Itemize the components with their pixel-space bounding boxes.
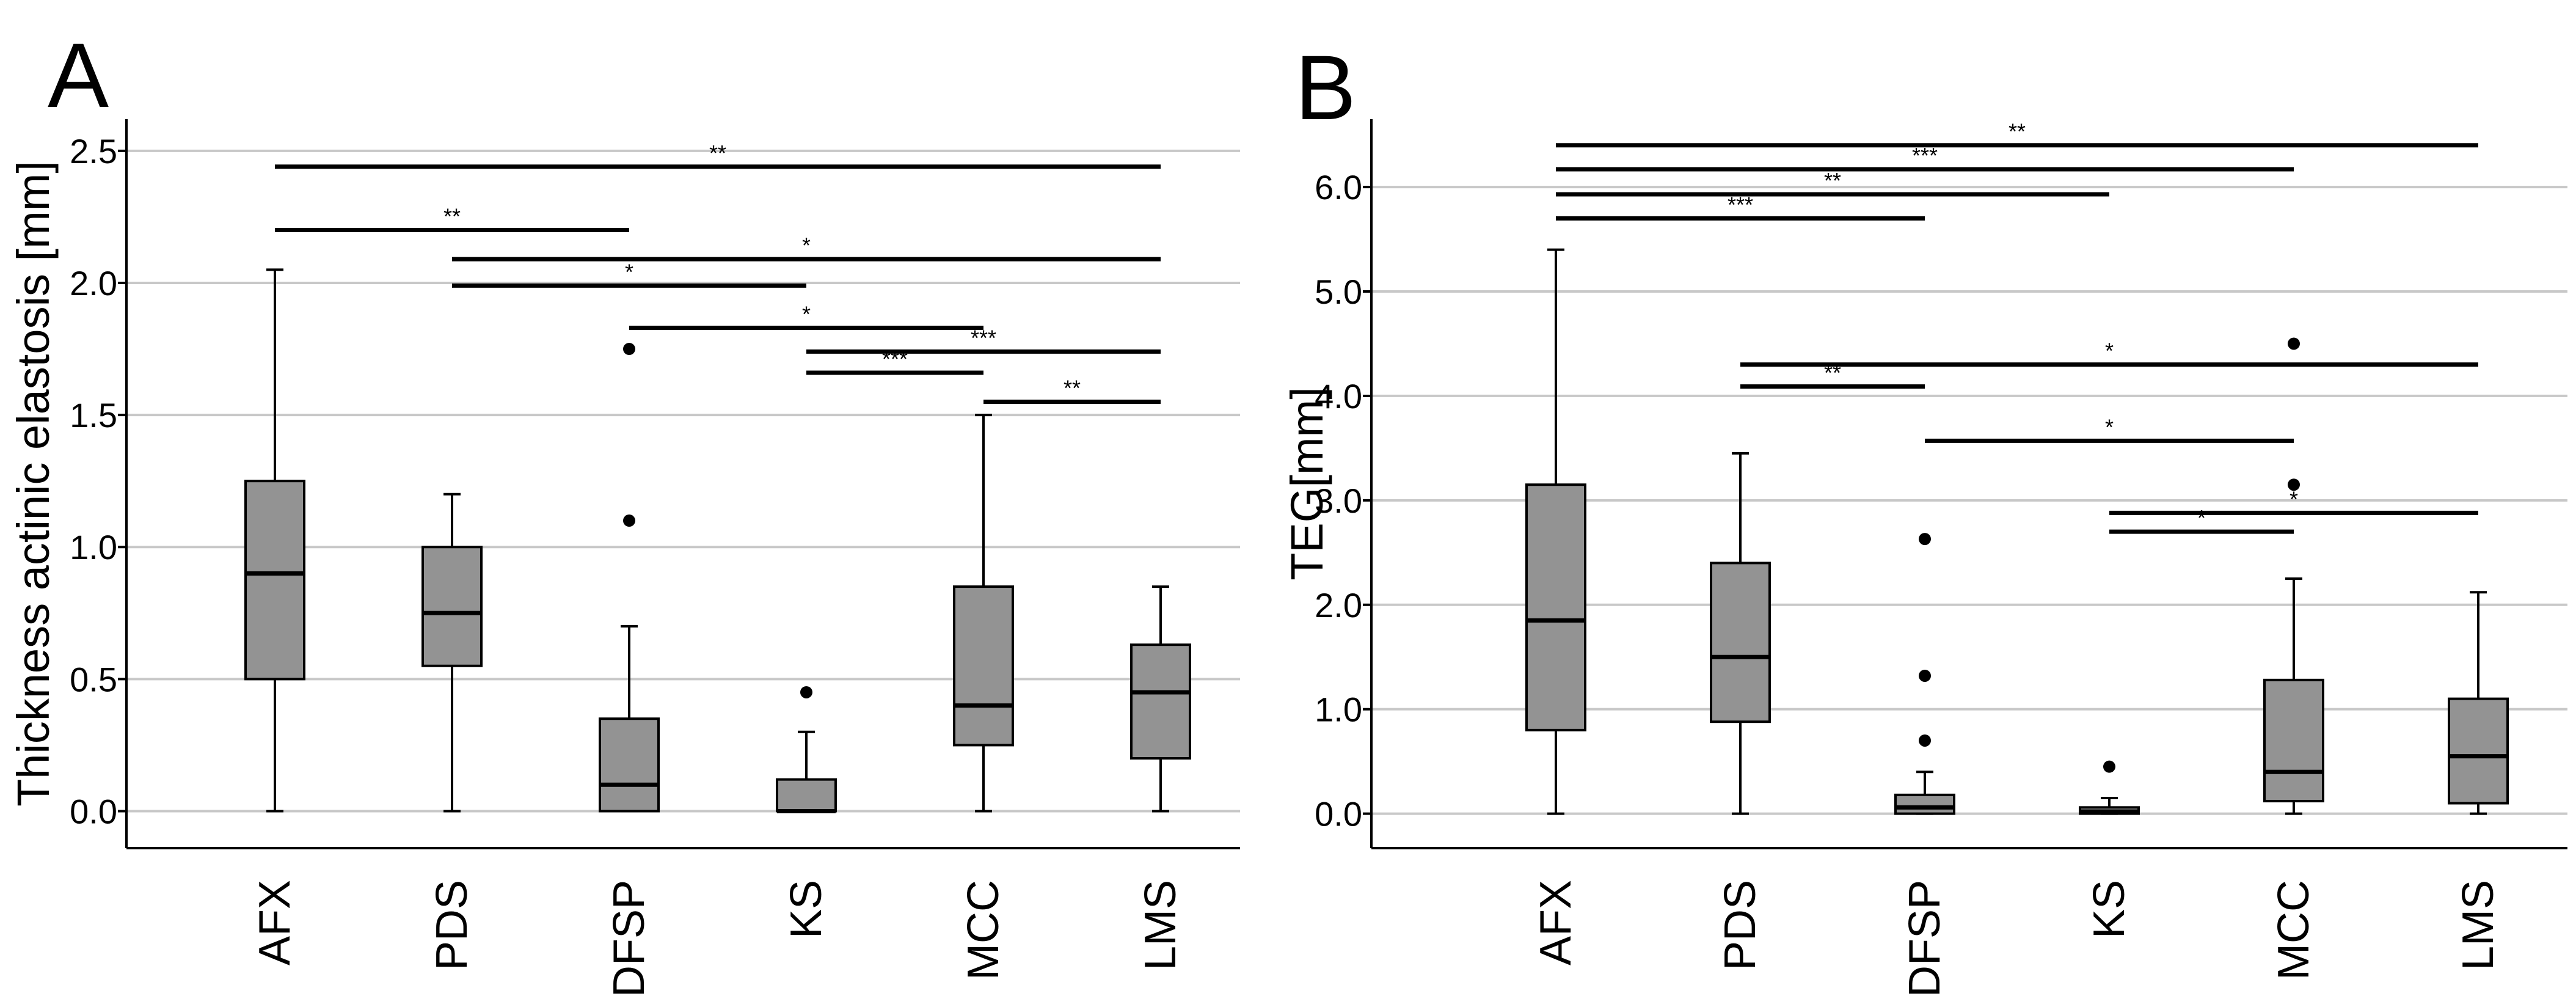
y-tick-label: 2.0 (1315, 586, 1362, 624)
box-afx (1525, 483, 1586, 731)
outlier-point (1919, 734, 1931, 747)
box-afx (244, 480, 305, 681)
significance-label: *** (971, 325, 996, 350)
y-tick-label: 0.5 (70, 660, 117, 698)
significance-label: ** (709, 141, 726, 166)
y-axis-label: Thickness actinic elastosis [mm] (8, 161, 59, 807)
x-category-label: KS (782, 880, 831, 939)
box-ks (776, 778, 837, 813)
significance-label: ** (2009, 119, 2026, 144)
outlier-point (2288, 337, 2300, 350)
significance-label: *** (1728, 192, 1753, 217)
x-category-label: PDS (1716, 880, 1765, 970)
y-tick-label: 6.0 (1315, 168, 1362, 207)
outlier-point (2288, 478, 2300, 491)
outlier-point (800, 686, 812, 698)
y-tick-label: 0.0 (1315, 795, 1362, 833)
box-pds (1710, 562, 1771, 723)
panel-label: B (1295, 36, 1356, 139)
box-lms (1130, 643, 1191, 760)
outlier-point (2103, 760, 2115, 773)
y-tick-label: 3.0 (1315, 482, 1362, 520)
box-pds (421, 546, 483, 667)
y-tick-label: 0.0 (70, 792, 117, 830)
box-dfsp (1894, 793, 1955, 815)
y-axis-label: TEG[mm] (1282, 387, 1332, 580)
x-category-label: DFSP (1900, 880, 1949, 997)
panel-a: A 0.0 0.5 1.0 1.5 2.0 2.5 Thickness actinic ela… (8, 24, 1240, 997)
y-tick-label: 1.5 (70, 396, 117, 434)
panel-label: A (48, 24, 109, 126)
x-category-label: PDS (428, 880, 476, 970)
outlier-point (1919, 533, 1931, 546)
x-category-label: LMS (1136, 880, 1185, 970)
significance-label: * (2290, 486, 2298, 511)
significance-label: ** (1824, 361, 1841, 386)
outlier-point (623, 514, 635, 527)
significance-label: * (802, 301, 811, 326)
box-dfsp (599, 717, 660, 813)
significance-label: *** (1912, 143, 1938, 168)
y-tick-label: 2.0 (70, 264, 117, 302)
box-mcc (953, 585, 1014, 747)
x-category-label: AFX (250, 880, 299, 965)
significance-label: * (2105, 339, 2114, 364)
x-category-label: MCC (959, 880, 1008, 980)
x-category-label: DFSP (605, 880, 654, 997)
panel-b: B 0.0 1.0 2.0 3.0 4.0 5.0 6.0 TEG[mm] AFX PDS DFSP K… (1282, 36, 2567, 997)
box-lms (2448, 697, 2509, 805)
y-tick-label: 4.0 (1315, 377, 1362, 416)
y-tick-label: 2.5 (70, 132, 117, 170)
significance-label: * (2105, 414, 2114, 439)
x-category-label: MCC (2269, 880, 2318, 980)
significance-label: * (625, 259, 633, 284)
significance-label: * (802, 233, 811, 258)
y-tick-label: 1.0 (1315, 690, 1362, 729)
significance-label: * (2197, 505, 2206, 530)
box-mcc (2263, 678, 2324, 803)
x-category-label: LMS (2454, 880, 2503, 970)
outlier-point (623, 343, 635, 356)
y-tick-label: 1.0 (70, 528, 117, 566)
significance-label: ** (1064, 376, 1081, 401)
significance-label: ** (443, 204, 461, 229)
significance-label: *** (882, 346, 908, 372)
outlier-point (1919, 669, 1931, 682)
significance-label: ** (1824, 168, 1841, 193)
y-tick-label: 5.0 (1315, 273, 1362, 311)
x-category-label: KS (2085, 880, 2134, 939)
x-category-label: AFX (1531, 880, 1580, 965)
